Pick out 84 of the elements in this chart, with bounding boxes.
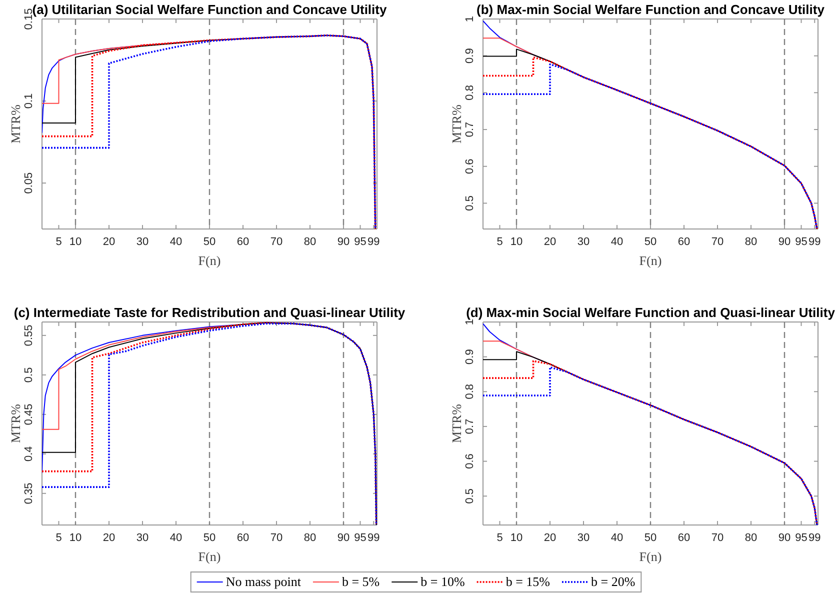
y-tick-label: 0.5	[464, 488, 476, 504]
legend-label: b = 15%	[506, 574, 550, 589]
x-tick-label: 95	[795, 236, 808, 248]
y-tick-label: 0.9	[464, 349, 476, 364]
y-tick-label: 0.5	[464, 196, 476, 211]
x-tick-label: 99	[808, 236, 821, 248]
x-tick-label: 70	[711, 532, 724, 544]
x-tick-label: 40	[170, 532, 182, 544]
y-tick-label: 0.7	[464, 122, 476, 138]
y-tick-label: 0.05	[23, 172, 35, 194]
x-tick-label: 50	[203, 236, 216, 248]
y-axis-title: MTR%	[8, 104, 23, 144]
x-tick-label: 90	[337, 236, 350, 248]
x-tick-label: 90	[337, 532, 350, 544]
x-tick-label: 99	[368, 532, 380, 544]
x-tick-label: 90	[778, 236, 791, 248]
x-tick-label: 80	[304, 532, 316, 544]
y-tick-label: 0.6	[464, 158, 476, 174]
y-tick-label: 1	[464, 16, 476, 22]
x-tick-label: 95	[354, 236, 366, 248]
y-tick-label: 0.8	[464, 85, 476, 100]
x-tick-label: 5	[56, 532, 62, 544]
x-tick-label: 80	[744, 236, 758, 248]
y-tick-label: 1	[464, 318, 476, 326]
y-axis-title: MTR%	[449, 404, 464, 443]
x-tick-label: 20	[544, 236, 556, 248]
x-tick-label: 10	[510, 532, 523, 544]
x-tick-label: 90	[778, 532, 791, 544]
y-tick-label: 0.45	[23, 404, 35, 426]
x-tick-label: 30	[577, 236, 590, 248]
x-tick-label: 70	[270, 236, 283, 248]
x-axis-title: F(n)	[198, 549, 221, 564]
y-tick-label: 0.9	[464, 48, 476, 64]
y-tick-label: 0.6	[464, 454, 476, 469]
x-tick-label: 80	[744, 532, 758, 544]
y-tick-label: 0.4	[23, 446, 35, 462]
chart-title: (b) Max-min Social Welfare Function and Concave Utility	[476, 2, 826, 17]
x-axis-title: F(n)	[639, 253, 662, 268]
x-tick-label: 40	[610, 532, 624, 544]
x-tick-label: 20	[544, 532, 556, 544]
x-tick-label: 30	[136, 532, 149, 544]
chart-title: (c) Intermediate Taste for Redistribution and Quasi-linear Utility	[14, 305, 406, 320]
x-tick-label: 10	[69, 236, 82, 248]
x-tick-label: 95	[795, 532, 808, 544]
x-tick-label: 10	[69, 532, 82, 544]
legend-label: b = 10%	[420, 574, 465, 589]
x-tick-label: 20	[102, 532, 116, 544]
x-axis-title: F(n)	[198, 253, 221, 268]
x-tick-label: 60	[236, 532, 250, 544]
x-tick-label: 10	[510, 236, 523, 248]
x-tick-label: 5	[496, 236, 503, 248]
chart-title: (d) Max-min Social Welfare Function and Quasi-linear Utility	[466, 305, 836, 320]
x-tick-label: 40	[170, 236, 182, 248]
x-tick-label: 50	[203, 532, 216, 544]
y-tick-label: 0.8	[464, 384, 476, 400]
y-tick-label: 0.35	[23, 482, 35, 504]
x-tick-label: 95	[354, 532, 366, 544]
y-tick-label: 0.55	[23, 324, 35, 346]
y-tick-label: 0.5	[23, 367, 35, 383]
x-tick-label: 5	[56, 236, 62, 248]
x-tick-label: 99	[808, 532, 821, 544]
x-tick-label: 60	[678, 532, 690, 544]
x-tick-label: 30	[136, 236, 149, 248]
x-tick-label: 40	[610, 236, 624, 248]
x-tick-label: 99	[368, 236, 380, 248]
legend-label: No mass point	[226, 574, 302, 589]
x-tick-label: 5	[496, 532, 503, 544]
y-tick-label: 0.1	[23, 93, 35, 109]
y-axis-title: MTR%	[449, 104, 464, 144]
x-tick-label: 50	[644, 532, 657, 544]
x-tick-label: 80	[304, 236, 316, 248]
x-axis-title: F(n)	[639, 549, 662, 564]
x-tick-label: 70	[270, 532, 283, 544]
x-tick-label: 60	[678, 236, 690, 248]
chart-title: (a) Utilitarian Social Welfare Function and Concave Utility	[32, 2, 388, 17]
legend-label: b = 5%	[342, 574, 380, 589]
x-tick-label: 60	[236, 236, 250, 248]
x-tick-label: 20	[102, 236, 116, 248]
x-tick-label: 30	[577, 532, 590, 544]
y-axis-title: MTR%	[8, 404, 23, 443]
y-tick-label: 0.7	[464, 418, 476, 434]
legend-label: b = 20%	[590, 574, 636, 589]
x-tick-label: 70	[711, 236, 724, 248]
x-tick-label: 50	[644, 236, 657, 248]
